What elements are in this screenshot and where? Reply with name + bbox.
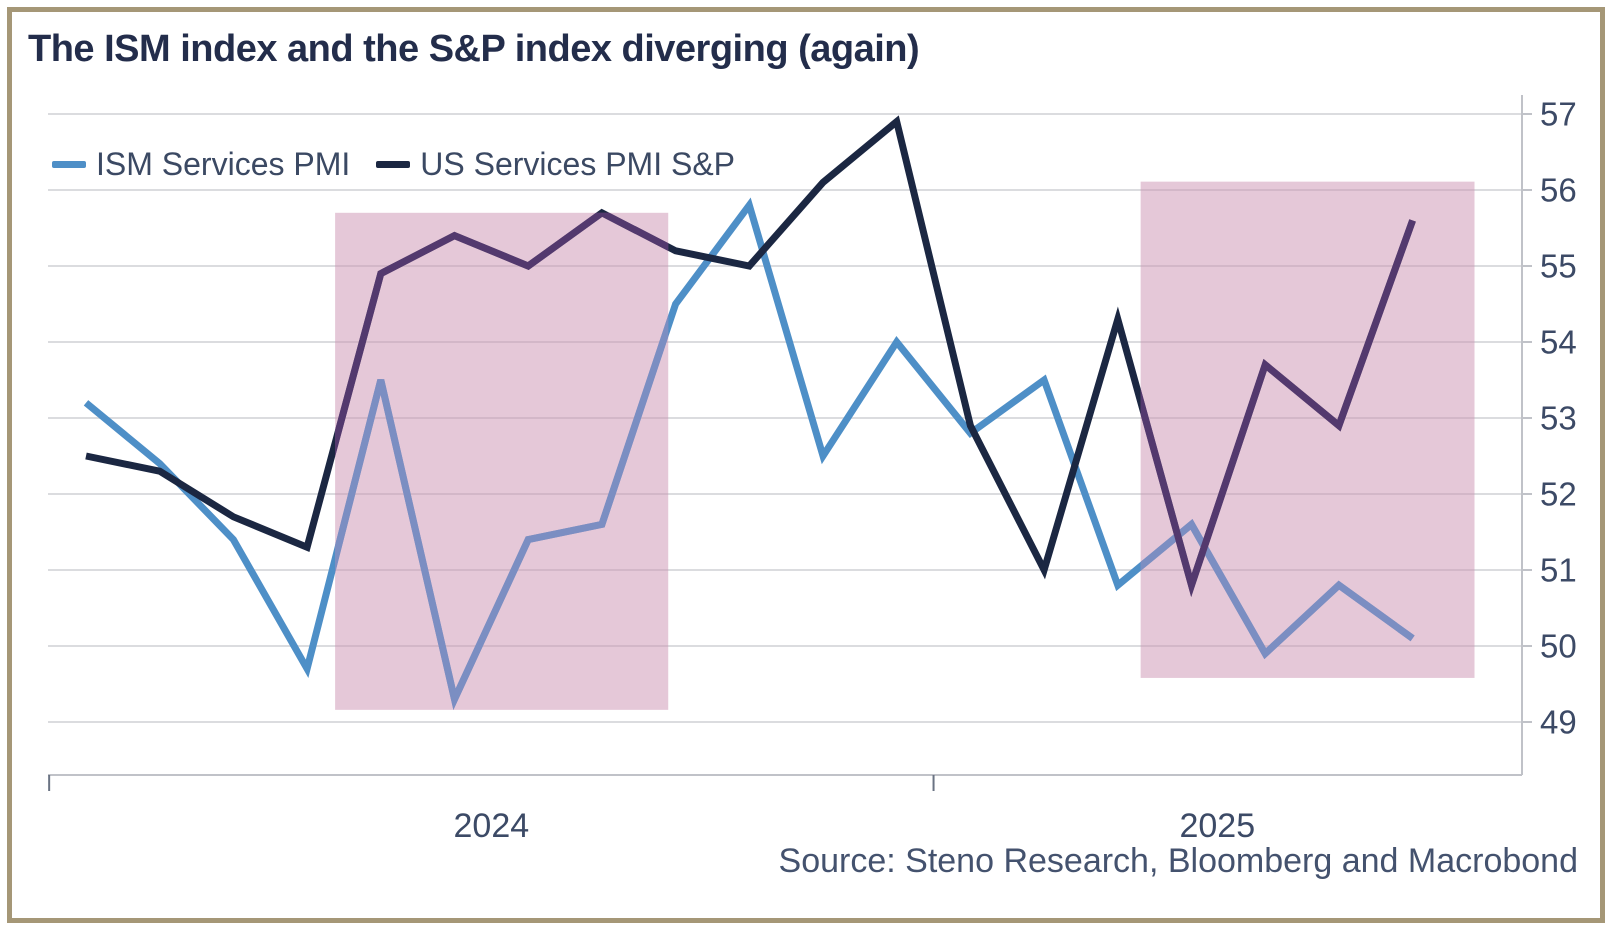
y-tick-label: 51 (1540, 552, 1577, 589)
sp-line-swatch-icon (376, 161, 411, 168)
legend-label-ism: ISM Services PMI (96, 146, 351, 182)
highlight-regions (335, 181, 1475, 710)
chart-title: The ISM index and the S&P index divergin… (28, 28, 920, 70)
y-tick-label: 57 (1540, 96, 1577, 133)
x-year-label: 2025 (1179, 807, 1255, 845)
y-tick-label: 49 (1540, 704, 1577, 741)
chart-legend: ISM Services PMI US Services PMI S&P (52, 146, 735, 183)
highlight-region-divergence-2024 (335, 212, 669, 710)
ism-line-swatch-icon (52, 161, 86, 168)
y-tick-label: 50 (1540, 628, 1577, 665)
axes (48, 95, 1532, 791)
y-tick-label: 52 (1540, 476, 1577, 513)
x-axis-labels: 2024 2025 (454, 807, 1256, 845)
y-tick-label: 55 (1540, 248, 1577, 285)
gridlines (48, 113, 1522, 723)
source-note: Source: Steno Research, Bloomberg and Ma… (778, 842, 1578, 880)
highlight-region-divergence-2025 (1140, 181, 1475, 678)
legend-item-ism: ISM Services PMI (52, 146, 350, 183)
y-tick-label: 54 (1540, 324, 1577, 361)
y-axis-labels: 57 56 55 54 53 52 51 50 49 (1540, 96, 1577, 741)
y-tick-label: 53 (1540, 400, 1577, 437)
legend-item-sp: US Services PMI S&P (376, 146, 735, 183)
x-year-label: 2024 (454, 807, 530, 845)
y-tick-label: 56 (1540, 172, 1577, 209)
legend-label-sp: US Services PMI S&P (420, 146, 736, 182)
